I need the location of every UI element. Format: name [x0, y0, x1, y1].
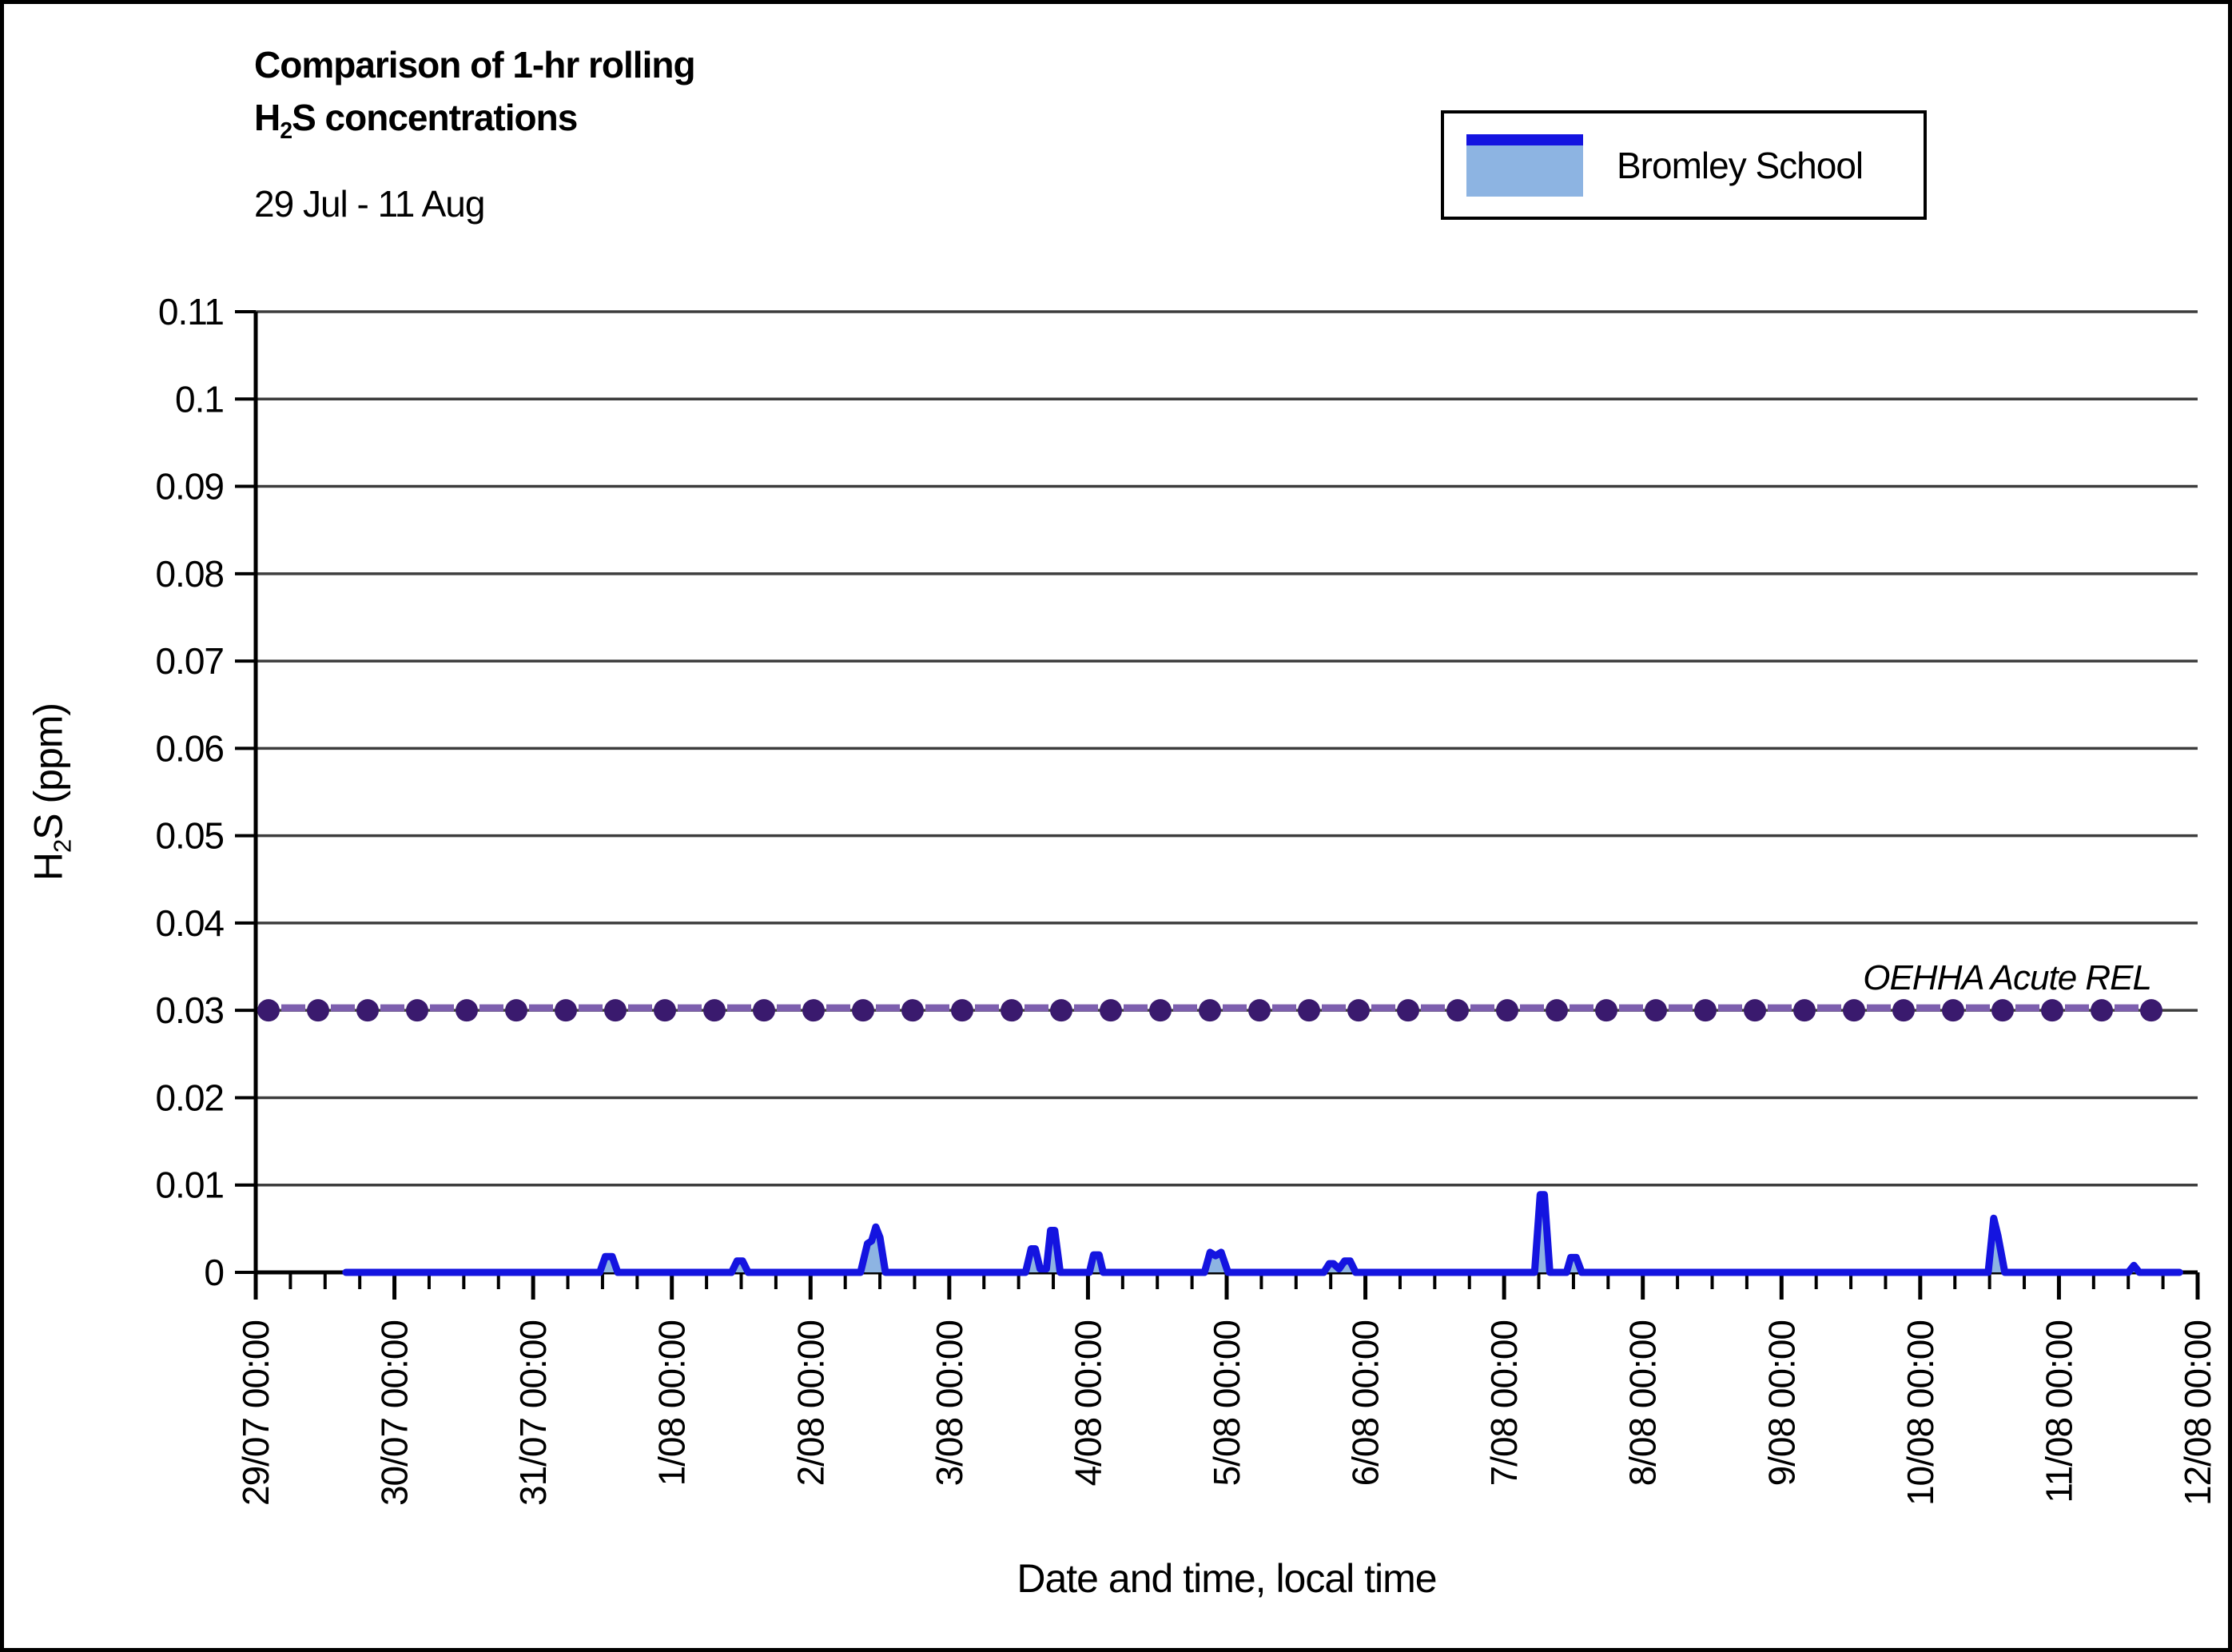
rel-marker: [456, 999, 478, 1022]
rel-marker: [1199, 999, 1221, 1022]
rel-marker: [1942, 999, 1964, 1022]
x-tick-label: 11/08 00:00: [2038, 1320, 2079, 1503]
legend-swatch-bromley-school: [1466, 133, 1583, 197]
x-tick-label: 7/08 00:00: [1483, 1320, 1525, 1486]
rel-marker: [1397, 999, 1419, 1022]
y-tick-label: 0.06: [155, 727, 224, 769]
rel-marker: [951, 999, 973, 1022]
y-tick-label: 0.08: [155, 553, 224, 595]
rel-marker: [1446, 999, 1469, 1022]
x-tick-label: 4/08 00:00: [1067, 1320, 1108, 1486]
rel-marker: [1595, 999, 1617, 1022]
rel-marker: [1100, 999, 1122, 1022]
y-tick-label: 0.07: [155, 640, 224, 682]
chart-title-block: Comparison of 1-hr rolling H2S concentra…: [254, 38, 696, 228]
chart-title-h2s-subscript: 2: [280, 118, 292, 145]
x-tick-label: 6/08 00:00: [1345, 1320, 1387, 1486]
rel-marker: [1843, 999, 1865, 1022]
rel-marker: [852, 999, 874, 1022]
rel-marker: [555, 999, 577, 1022]
rel-label: OEHHA Acute REL: [1863, 958, 2151, 997]
series-area-bromley-school: [345, 1194, 2180, 1272]
rel-marker: [1793, 999, 1816, 1022]
y-axis-title-subscript: 2: [48, 839, 77, 853]
chart-title-line1: Comparison of 1-hr rolling: [254, 44, 696, 86]
rel-marker: [1645, 999, 1667, 1022]
rel-marker: [1991, 999, 2014, 1022]
x-tick-label: 30/07 00:00: [374, 1320, 416, 1506]
rel-marker: [307, 999, 329, 1022]
rel-marker: [505, 999, 527, 1022]
y-tick-label: 0.04: [155, 902, 224, 944]
chart-date-range: 29 Jul - 11 Aug: [254, 183, 485, 225]
y-tick-label: 0.05: [155, 815, 224, 857]
rel-marker: [1248, 999, 1271, 1022]
y-tick-label: 0.01: [155, 1164, 224, 1206]
rel-marker: [703, 999, 726, 1022]
x-tick-label: 8/08 00:00: [1622, 1320, 1664, 1486]
rel-marker: [1694, 999, 1717, 1022]
y-tick-label: 0.02: [155, 1077, 224, 1118]
y-tick-label: 0.09: [155, 466, 224, 508]
rel-marker: [802, 999, 825, 1022]
rel-marker: [406, 999, 428, 1022]
rel-marker: [901, 999, 924, 1022]
rel-marker: [257, 999, 280, 1022]
x-tick-label: 5/08 00:00: [1206, 1320, 1247, 1486]
y-axis-title: H2S (ppm): [26, 703, 78, 881]
x-tick-label: 29/07 00:00: [235, 1320, 277, 1506]
rel-marker: [1347, 999, 1370, 1022]
rel-marker: [753, 999, 775, 1022]
rel-marker: [356, 999, 379, 1022]
x-tick-label: 12/08 00:00: [2177, 1320, 2218, 1506]
chart-title-line2: H2S concentrations: [254, 91, 695, 157]
y-axis-title-suffix: S (ppm): [26, 703, 71, 840]
x-tick-label: 9/08 00:00: [1761, 1320, 1802, 1486]
rel-marker: [654, 999, 676, 1022]
rel-marker: [1496, 999, 1518, 1022]
rel-marker: [1744, 999, 1766, 1022]
chart-title-h2s-prefix: H: [254, 97, 280, 138]
legend-label: Bromley School: [1617, 144, 1864, 186]
rel-marker: [2140, 999, 2162, 1022]
rel-marker: [1001, 999, 1023, 1022]
y-tick-label: 0.1: [175, 378, 224, 420]
rel-marker: [1149, 999, 1172, 1022]
x-tick-label: 31/07 00:00: [512, 1320, 554, 1506]
rel-marker: [604, 999, 627, 1022]
x-tick-label: 10/08 00:00: [1900, 1320, 1941, 1506]
rel-marker: [2041, 999, 2063, 1022]
rel-marker: [1892, 999, 1915, 1022]
x-tick-label: 3/08 00:00: [929, 1320, 970, 1486]
rel-marker: [2091, 999, 2113, 1022]
y-axis-title-prefix: H: [26, 852, 71, 882]
series-line-bromley-school: [342, 1191, 2183, 1276]
y-tick-label: 0.11: [158, 291, 224, 332]
x-axis-title: Date and time, local time: [1017, 1556, 1437, 1601]
x-tick-label: 2/08 00:00: [790, 1320, 831, 1486]
x-tick-label: 1/08 00:00: [651, 1320, 693, 1486]
y-tick-label: 0: [204, 1252, 224, 1293]
legend: Bromley School: [1441, 110, 1927, 220]
chart-title-h2s-suffix: S concentrations: [292, 97, 578, 138]
rel-marker: [1050, 999, 1072, 1022]
y-tick-label: 0.03: [155, 989, 224, 1031]
rel-marker: [1298, 999, 1320, 1022]
rel-marker: [1546, 999, 1568, 1022]
